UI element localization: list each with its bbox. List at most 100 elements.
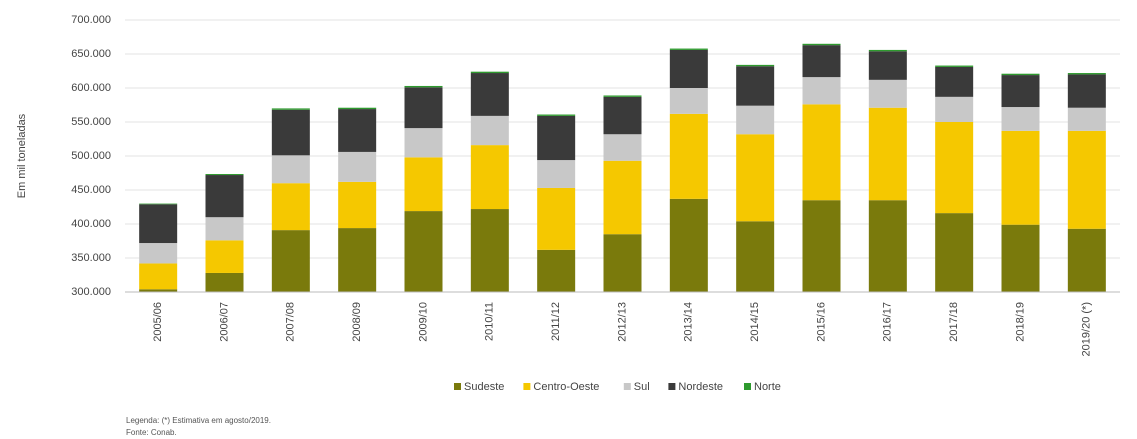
x-tick-label: 2018/19 xyxy=(1014,302,1026,342)
x-tick-label: 2012/13 xyxy=(616,302,628,342)
bar-segment xyxy=(338,228,377,292)
bar-segment xyxy=(338,151,377,182)
bar-segment xyxy=(537,187,576,250)
x-tick-label: 2005/06 xyxy=(152,302,164,342)
legend-swatch xyxy=(523,383,531,390)
bar-segment xyxy=(404,211,443,292)
bar-segment xyxy=(205,217,244,241)
x-tick-label: 2014/15 xyxy=(749,302,761,342)
legend-swatch xyxy=(623,383,631,390)
bar-segment xyxy=(868,107,907,201)
bar-segment xyxy=(537,160,576,188)
bar-segment xyxy=(603,134,642,161)
y-tick-label: 600.000 xyxy=(71,82,111,94)
bar-segment xyxy=(1001,130,1040,225)
bar-segment xyxy=(1067,73,1106,75)
bar-segment xyxy=(470,145,509,210)
bar-segment xyxy=(537,114,576,116)
bar-segment xyxy=(736,64,775,67)
bar-segment xyxy=(868,49,907,52)
bar-segment xyxy=(1001,107,1040,131)
bar-segment xyxy=(139,263,178,290)
y-tick-label: 350.000 xyxy=(71,252,111,264)
bar-segment xyxy=(271,109,310,156)
bar-segment xyxy=(470,115,509,146)
bar-segment xyxy=(603,95,642,97)
bar-segment xyxy=(338,181,377,229)
bar-segment xyxy=(1067,130,1106,229)
bar-segment xyxy=(338,109,377,152)
bar-segment xyxy=(271,183,310,231)
bar-segment xyxy=(537,115,576,161)
bar-segment xyxy=(139,289,178,292)
bar-segment xyxy=(736,105,775,135)
bar-segment xyxy=(1001,224,1040,292)
bar-segment xyxy=(139,243,178,264)
bar-segment xyxy=(1067,228,1106,292)
bar-segment xyxy=(802,45,841,78)
x-tick-label: 2017/18 xyxy=(948,302,960,342)
y-tick-label: 650.000 xyxy=(71,48,111,60)
x-tick-label: 2009/10 xyxy=(417,302,429,342)
y-tick-label: 700.000 xyxy=(71,14,111,26)
note: Legenda: (*) Estimativa em agosto/2019. xyxy=(126,416,271,425)
bar-segment xyxy=(271,108,310,110)
bar-segment xyxy=(935,122,974,214)
x-tick-label: 2013/14 xyxy=(683,302,695,342)
bar-segment xyxy=(1001,73,1040,76)
bar-segment xyxy=(935,65,974,67)
x-tick-label: 2016/17 xyxy=(882,302,894,342)
legend-label: Centro-Oeste xyxy=(533,381,599,393)
bar-segment xyxy=(205,240,244,273)
bar-segment xyxy=(603,160,642,235)
bar-segment xyxy=(669,113,708,199)
bar-segment xyxy=(935,96,974,122)
bar-segment xyxy=(935,213,974,292)
bar-segment xyxy=(470,73,509,116)
bar-segment xyxy=(1067,74,1106,108)
bar-segment xyxy=(802,104,841,201)
bar-segment xyxy=(669,198,708,292)
bar-segment xyxy=(736,66,775,106)
bar-segment xyxy=(205,272,244,292)
bar-segment xyxy=(470,71,509,74)
bar-segment xyxy=(935,66,974,97)
bar-segment xyxy=(404,87,443,129)
legend-label: Nordeste xyxy=(678,381,723,393)
y-tick-label: 550.000 xyxy=(71,116,111,128)
legend-label: Norte xyxy=(754,381,781,393)
bar-segment xyxy=(271,230,310,292)
bar-segment xyxy=(802,77,841,105)
note: Fonte: Conab. xyxy=(126,428,177,437)
bar-segment xyxy=(470,209,509,292)
legend-label: Sudeste xyxy=(464,381,504,393)
bar-segment xyxy=(338,107,377,110)
bar-segment xyxy=(868,200,907,292)
x-tick-label: 2011/12 xyxy=(550,302,562,341)
bar-segment xyxy=(669,48,708,50)
bar-segment xyxy=(404,157,443,212)
legend-swatch xyxy=(668,383,676,390)
x-tick-label: 2006/07 xyxy=(218,302,230,342)
bar-segment xyxy=(1067,107,1106,131)
bar-segment xyxy=(404,128,443,158)
x-tick-label: 2007/08 xyxy=(285,302,297,342)
x-tick-label: 2010/11 xyxy=(484,302,496,341)
bar-segment xyxy=(802,200,841,292)
bar-segment xyxy=(1001,75,1040,108)
bar-segment xyxy=(802,43,841,46)
legend-swatch xyxy=(454,383,461,390)
y-axis-label: Em mil toneladas xyxy=(16,113,28,198)
legend-swatch xyxy=(744,383,751,390)
bar-segment xyxy=(537,249,576,292)
bar-segment xyxy=(868,79,907,108)
bar-segment xyxy=(603,96,642,135)
y-tick-label: 300.000 xyxy=(71,286,111,298)
bar-segment xyxy=(404,85,443,88)
bar-segment xyxy=(669,49,708,88)
y-tick-label: 500.000 xyxy=(71,150,111,162)
x-tick-label: 2015/16 xyxy=(815,302,827,342)
bar-segment xyxy=(669,88,708,114)
bar-segment xyxy=(139,204,178,244)
